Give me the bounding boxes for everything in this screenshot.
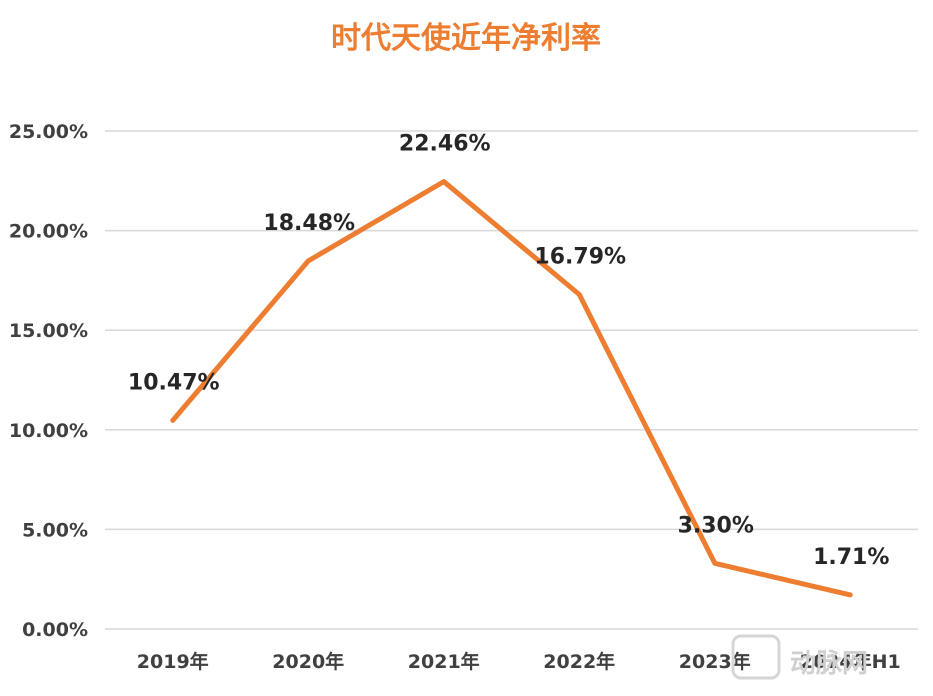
x-tick-label: 2023年 — [679, 650, 751, 673]
data-label: 3.30% — [678, 513, 754, 538]
x-tick-label: 2021年 — [408, 650, 480, 673]
y-tick-label: 20.00% — [9, 221, 88, 243]
data-label: 10.47% — [128, 370, 220, 395]
data-labels: 10.47% 18.48% 22.46% 16.79% 3.30% 1.71% — [128, 132, 889, 570]
x-tick-label: 2019年 — [137, 650, 209, 673]
y-axis-ticks: 0.00% 5.00% 10.00% 15.00% 20.00% 25.00% — [9, 121, 88, 641]
y-tick-label: 25.00% — [9, 121, 88, 143]
data-label: 22.46% — [399, 132, 491, 157]
data-label: 1.71% — [813, 545, 889, 570]
y-tick-label: 5.00% — [22, 519, 88, 541]
watermark-logo-icon — [731, 634, 781, 680]
y-tick-label: 15.00% — [9, 320, 88, 342]
grid-lines — [105, 130, 918, 630]
y-tick-label: 10.00% — [9, 420, 88, 442]
series-line — [170, 179, 853, 598]
chart-title: 时代天使近年净利率 — [331, 21, 601, 56]
x-tick-label: 2020年 — [272, 650, 344, 673]
x-tick-label: 2024年H1 — [800, 650, 901, 673]
data-label: 16.79% — [534, 245, 626, 270]
x-tick-label: 2022年 — [543, 650, 615, 673]
x-axis-ticks: 2019年 2020年 2021年 2022年 2023年 2024年H1 — [137, 650, 901, 673]
y-tick-label: 0.00% — [22, 619, 88, 641]
watermark-text: 动脉网 — [790, 649, 868, 679]
watermark: 动脉网 — [731, 634, 868, 680]
data-label: 18.48% — [263, 211, 355, 236]
